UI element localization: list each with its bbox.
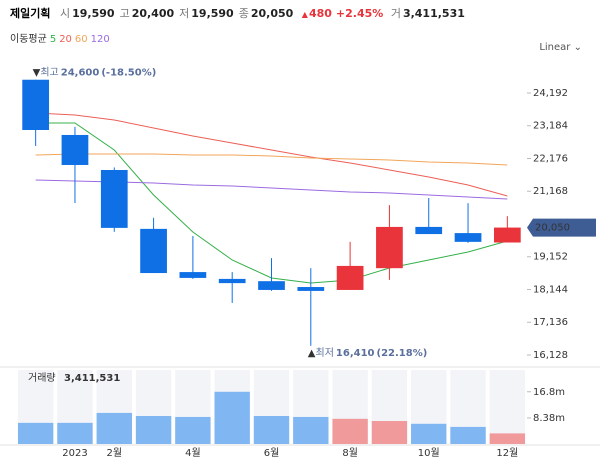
candle-body — [100, 169, 128, 228]
annotation: ▼최고 24,600 (-18.50%) — [33, 67, 157, 79]
volume-title: 거래량 — [28, 372, 56, 384]
candle-body — [376, 226, 403, 269]
volume-bar — [332, 418, 368, 444]
candle-body — [218, 278, 246, 284]
price-tag — [527, 218, 596, 237]
change-pct: +2.45% — [335, 7, 384, 20]
ma-legend-entry: 120 — [90, 34, 110, 45]
field-label: 고 — [119, 7, 130, 20]
ma-legend-entry: 60 — [74, 34, 88, 45]
x-tick-label: 8월 — [342, 447, 358, 459]
annotation: ▲최저 16,410 (22.18%) — [308, 347, 428, 359]
annotation-change: (22.18%) — [377, 348, 428, 359]
ma-legend: 이동평균 5 20 60 120 — [10, 30, 113, 45]
volume-bg — [489, 370, 526, 444]
annotation-change: (-18.50%) — [101, 68, 156, 79]
volume-tick-label: 8.38m — [533, 413, 565, 424]
field-value: 19,590 — [72, 7, 115, 20]
y-tick-label: 24,192 — [533, 88, 568, 99]
candle-body — [179, 272, 207, 278]
ma-line — [35, 153, 508, 166]
ma-legend-entry: 20 — [59, 34, 72, 45]
ma-line — [35, 112, 508, 197]
scale-select[interactable]: Linear ⌄ — [539, 42, 582, 53]
annotation-marker: 최저 — [316, 347, 334, 359]
volume-bar — [214, 391, 250, 444]
x-tick-label: 6월 — [264, 447, 280, 459]
dropdown-icon: ⌄ — [573, 42, 582, 53]
volume-bar — [371, 420, 408, 444]
annotation-value: 24,600 — [61, 68, 100, 79]
volume-label: 거 — [390, 7, 401, 20]
volume-bar — [411, 423, 447, 444]
volume-bar — [253, 416, 290, 444]
x-tick-label: 2월 — [106, 447, 122, 459]
y-tick-label: 21,168 — [533, 186, 568, 197]
y-tick-label: 23,184 — [533, 121, 568, 132]
y-tick-label: 18,144 — [533, 284, 568, 295]
change-arrow: ▲ — [301, 10, 308, 19]
candle-body — [415, 226, 443, 235]
volume-bar — [135, 416, 172, 444]
volume-bar — [293, 416, 329, 444]
volume-tick-label: 16.8m — [533, 387, 565, 398]
x-tick-label: 4월 — [185, 447, 201, 459]
candle-body — [61, 134, 89, 165]
candle-body — [493, 227, 521, 243]
field-value: 20,050 — [250, 7, 294, 20]
volume-bar — [17, 422, 54, 444]
field-label: 저 — [179, 7, 190, 20]
header: 제일기획 시 19,590 고 20,400 저 19,590 종 20,050 ▲480 +2… — [10, 5, 470, 21]
ma-title: 이동평균 — [10, 34, 47, 45]
x-tick-label: 2023 — [62, 448, 87, 459]
x-tick-label: 12월 — [496, 447, 518, 459]
annotation-marker: 최고 — [40, 67, 58, 79]
candle-body — [454, 233, 482, 242]
volume-bar — [57, 422, 93, 444]
candle-body — [258, 281, 285, 290]
y-tick-label: 16,128 — [533, 350, 568, 361]
y-tick-label: 19,152 — [533, 252, 568, 263]
y-tick-label: 17,136 — [533, 317, 568, 328]
field-value: 20,400 — [131, 7, 175, 20]
annotation-value: 16,410 — [336, 348, 375, 359]
stock-name: 제일기획 — [10, 7, 51, 20]
volume-bar — [450, 426, 486, 444]
ohlc-fields: 시 19,590 고 20,400 저 19,590 종 20,050 — [60, 7, 298, 20]
field-label: 시 — [59, 7, 71, 20]
change: 480 — [308, 7, 332, 20]
volume-value: 3,411,531 — [402, 7, 465, 20]
y-tick-label: 22,176 — [533, 153, 568, 164]
volume-bar — [489, 433, 526, 444]
field-value: 19,590 — [191, 7, 234, 20]
candle-body — [22, 79, 50, 130]
scale-label: Linear — [539, 42, 571, 53]
price-tag-label: 20,050 — [535, 223, 570, 234]
candle-body — [336, 265, 364, 290]
candle-body — [297, 287, 325, 291]
volume-value: 3,411,531 — [64, 373, 120, 384]
ma-legend-entry: 5 — [49, 34, 57, 45]
candle-body — [140, 228, 167, 274]
x-tick-label: 10월 — [418, 447, 440, 459]
volume-bar — [175, 416, 211, 444]
field-label: 종 — [238, 7, 249, 20]
volume-bar — [96, 412, 132, 444]
